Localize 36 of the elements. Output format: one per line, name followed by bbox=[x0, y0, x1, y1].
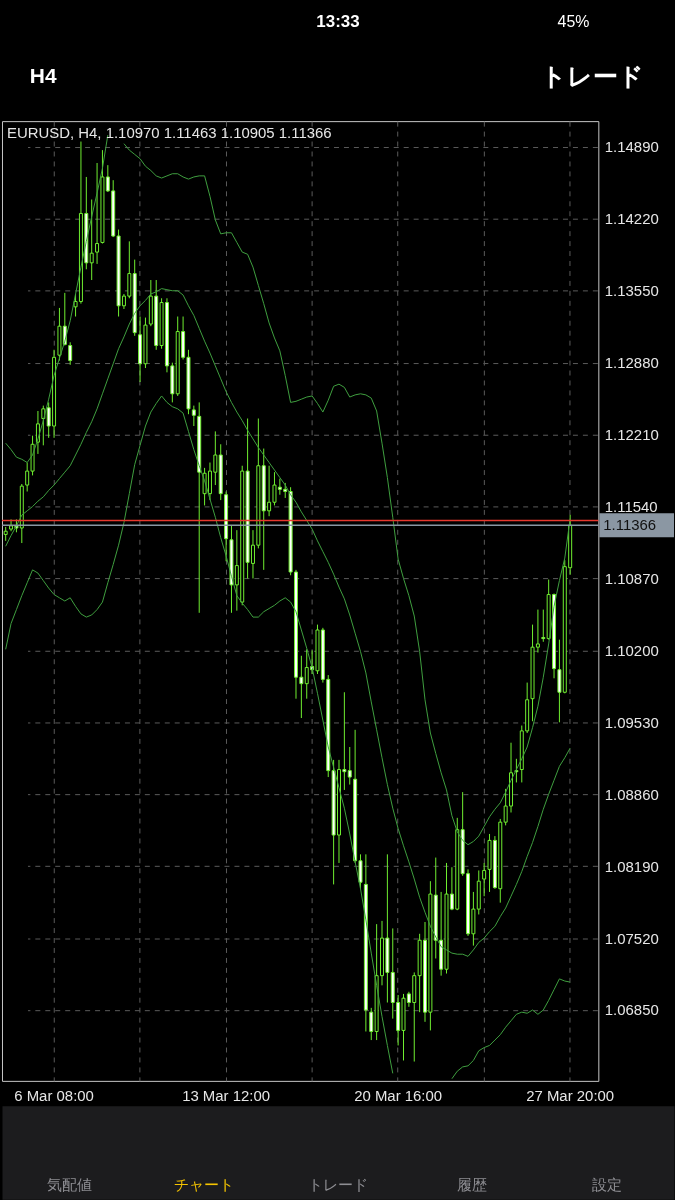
y-tick-label: 1.07520 bbox=[604, 929, 659, 947]
y-tick-label: 1.09530 bbox=[604, 713, 659, 731]
candlestick bbox=[68, 341, 73, 366]
x-tick-label: 13 Mar 12:00 bbox=[182, 1087, 271, 1105]
x-tick-label: 6 Mar 08:00 bbox=[14, 1087, 94, 1105]
text: トレード bbox=[541, 62, 645, 91]
line-series bbox=[5, 288, 571, 957]
y-tick-label: 1.14220 bbox=[604, 210, 659, 228]
candlestick bbox=[95, 162, 100, 265]
text: 履歴 bbox=[457, 1176, 488, 1194]
y-tick-label: 1.12880 bbox=[604, 354, 659, 372]
candlestick bbox=[89, 199, 94, 281]
y-tick-label: 1.12210 bbox=[604, 426, 659, 444]
y-tick-label: 1.08860 bbox=[604, 785, 659, 803]
x-tick-label: 20 Mar 16:00 bbox=[354, 1087, 443, 1105]
text: チャート bbox=[173, 1176, 234, 1194]
candlestick bbox=[191, 405, 196, 427]
candlestick bbox=[514, 758, 519, 783]
text: トレード bbox=[308, 1176, 368, 1194]
candlestick bbox=[482, 862, 487, 897]
y-tick-label: 1.14890 bbox=[604, 138, 659, 156]
text: 13:33 bbox=[316, 11, 360, 31]
y-tick-label: 1.08190 bbox=[604, 857, 659, 875]
x-tick-label: 27 Mar 20:00 bbox=[526, 1087, 615, 1105]
text: H4 bbox=[29, 64, 57, 88]
text: 45% bbox=[557, 12, 590, 30]
y-tick-label: 1.13550 bbox=[604, 282, 659, 300]
y-tick-label: 1.10200 bbox=[604, 641, 659, 659]
candlestick bbox=[541, 609, 546, 643]
ref-line-label: 1.11366 bbox=[603, 516, 657, 534]
y-tick-label: 1.10870 bbox=[604, 569, 659, 587]
y-tick-label: 1.06850 bbox=[604, 1001, 659, 1019]
text: 設定 bbox=[591, 1176, 622, 1194]
text: 気配値 bbox=[46, 1176, 92, 1194]
chart-title: EURUSD, H4, 1.10970 1.11463 1.10905 1.11366 bbox=[6, 124, 332, 142]
y-tick-label: 1.11540 bbox=[604, 498, 658, 516]
